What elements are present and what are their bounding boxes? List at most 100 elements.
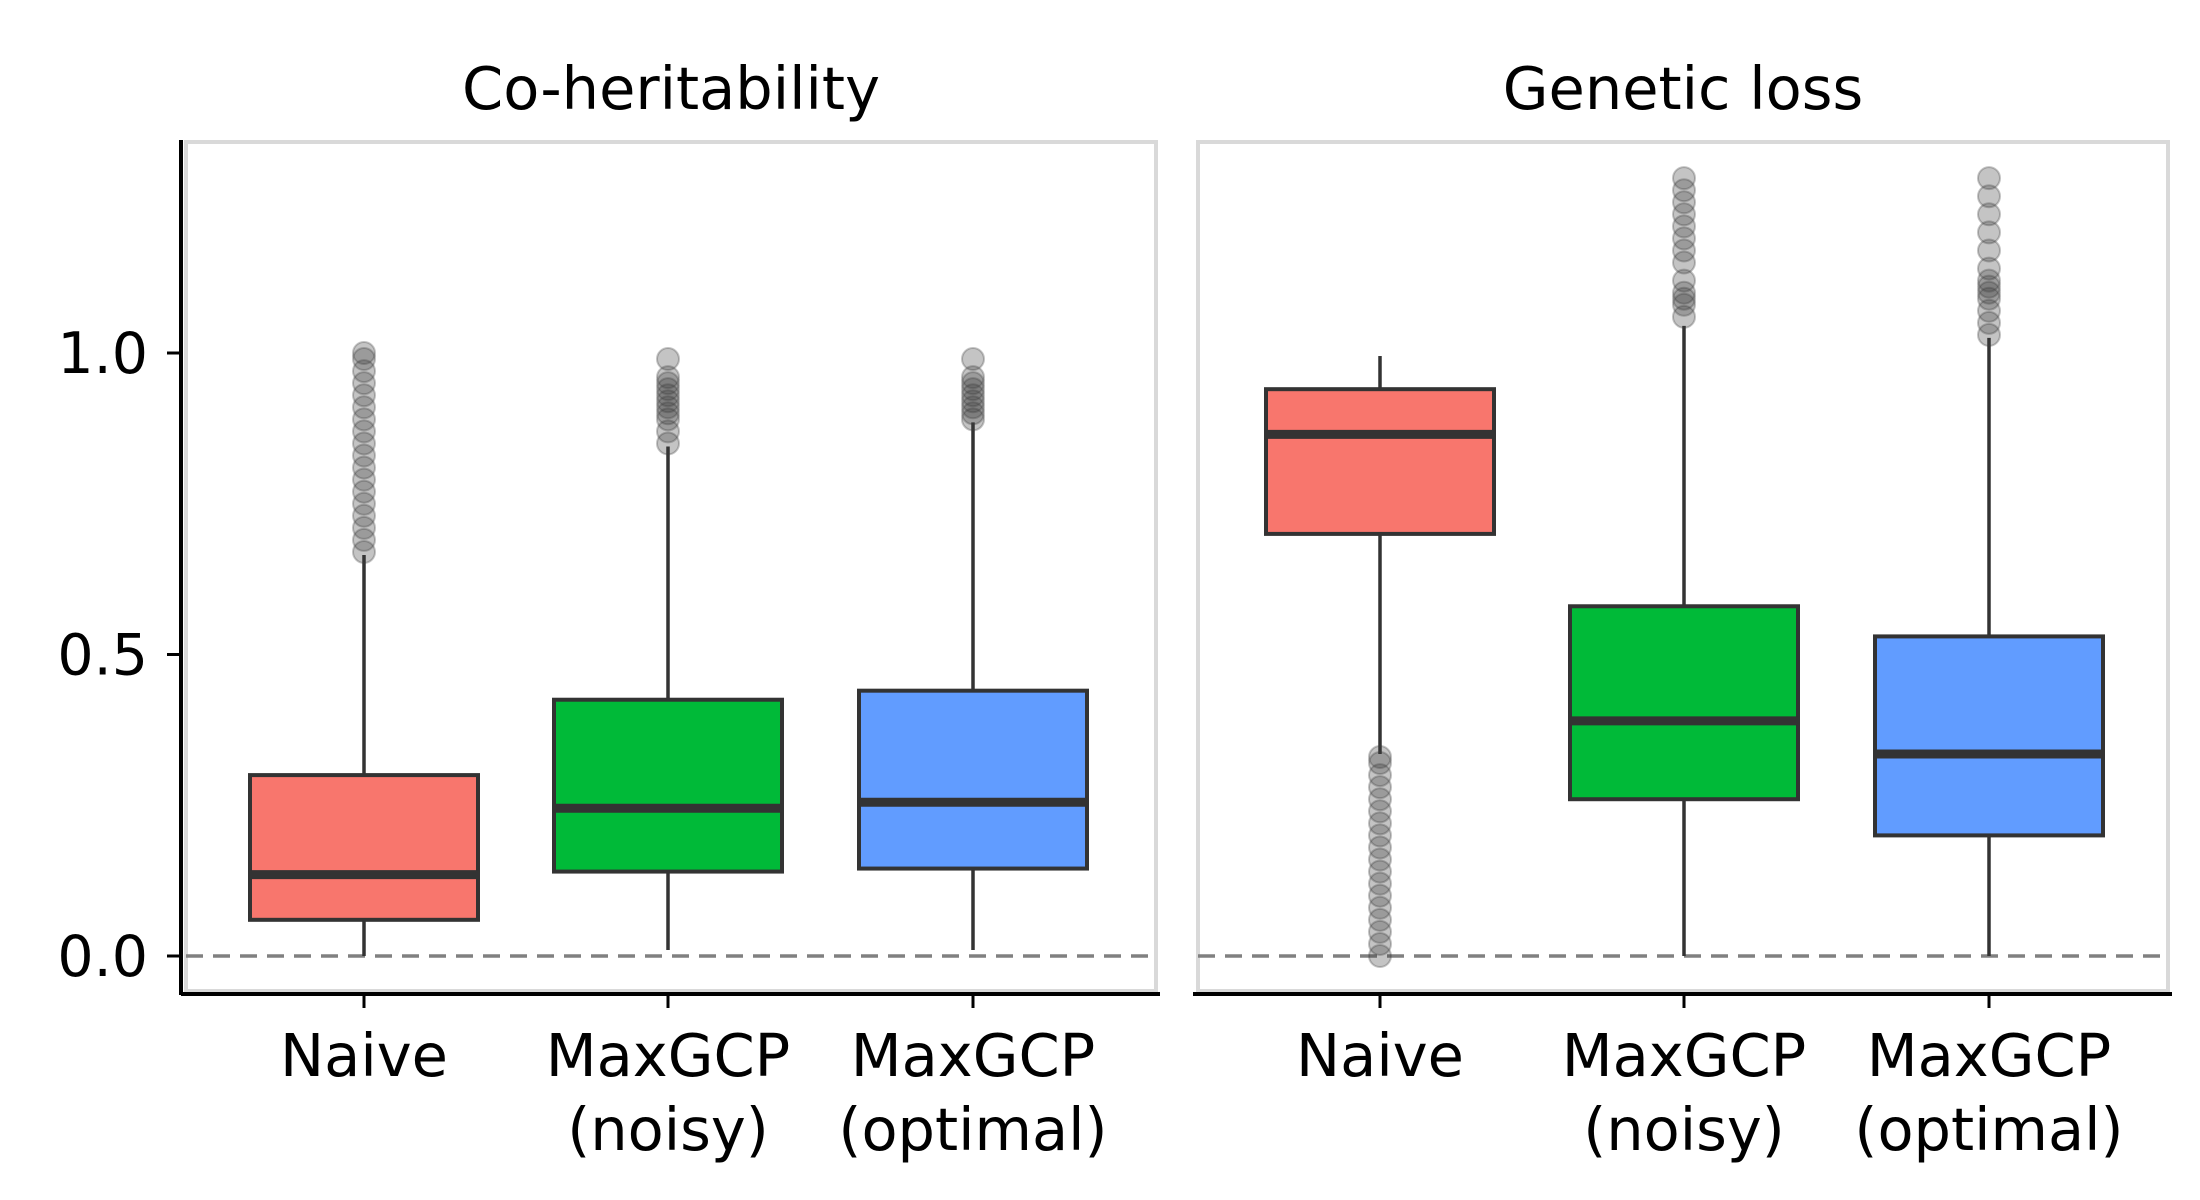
outlier-point	[352, 467, 376, 492]
outlier-point	[352, 503, 376, 528]
outlier-point	[352, 407, 376, 432]
outlier-point	[656, 407, 680, 432]
box-body	[248, 773, 480, 922]
outlier-point	[352, 347, 376, 372]
outlier-point	[1672, 178, 1696, 203]
box-2	[1873, 166, 2105, 956]
outlier-point	[1368, 847, 1392, 872]
outlier-point	[1977, 298, 2001, 323]
category-label-line1: MaxGCP	[1562, 1021, 1806, 1090]
outlier-point	[1368, 745, 1392, 770]
outlier-point	[1368, 931, 1392, 956]
outlier-point	[1368, 859, 1392, 884]
panel-frame	[1196, 140, 2170, 993]
panel-title: Co-heritability	[462, 54, 880, 123]
category-label-line2: (optimal)	[1854, 1095, 2123, 1164]
outlier-point	[656, 365, 680, 390]
outlier-point	[1977, 310, 2001, 335]
box-body	[857, 688, 1089, 871]
outlier-point	[656, 371, 680, 396]
box-body	[552, 697, 784, 874]
category-label-line1: MaxGCP	[1867, 1021, 2111, 1090]
outlier-point	[656, 383, 680, 408]
outlier-point	[1977, 184, 2001, 209]
outlier-point	[656, 401, 680, 426]
y-tick-label: 0.0	[57, 924, 148, 990]
outlier-point	[1672, 190, 1696, 215]
outlier-point	[1977, 238, 2001, 263]
outlier-point	[1672, 214, 1696, 239]
outlier-point	[1368, 787, 1392, 812]
outlier-point	[961, 377, 985, 402]
outlier-point	[1977, 322, 2001, 347]
outlier-point	[352, 341, 376, 365]
outlier-point	[656, 347, 680, 372]
outlier-point	[352, 395, 376, 420]
outlier-point	[1368, 883, 1392, 908]
outlier-point	[352, 479, 376, 504]
category-label-line1: Naive	[280, 1021, 448, 1090]
panel-title: Genetic loss	[1503, 54, 1863, 123]
outlier-point	[1368, 895, 1392, 920]
outlier-point	[1672, 280, 1696, 305]
outlier-point	[1672, 238, 1696, 263]
y-tick-label: 1.0	[57, 321, 148, 387]
outlier-point	[1977, 202, 2001, 227]
outlier-point	[1368, 811, 1392, 836]
outlier-point	[352, 491, 376, 516]
outlier-point	[1672, 304, 1696, 329]
outlier-point	[961, 407, 985, 432]
outlier-point	[656, 395, 680, 420]
box-1	[552, 347, 784, 950]
box-body	[1873, 634, 2105, 838]
outlier-point	[1977, 256, 2001, 281]
outlier-point	[352, 527, 376, 552]
category-label-line2: (optimal)	[838, 1095, 1107, 1164]
box-body	[1568, 604, 1800, 802]
outlier-point	[1977, 220, 2001, 245]
outlier-point	[352, 383, 376, 408]
outlier-point	[961, 401, 985, 426]
outlier-point	[1368, 763, 1392, 788]
box-1	[1568, 166, 1800, 956]
outlier-point	[1368, 799, 1392, 824]
outlier-point	[961, 383, 985, 408]
outlier-point	[961, 371, 985, 396]
box-2	[857, 347, 1089, 950]
outlier-point	[1368, 871, 1392, 896]
outlier-point	[1672, 292, 1696, 317]
outlier-point	[1672, 268, 1696, 293]
outlier-point	[1368, 775, 1392, 800]
box-0	[248, 341, 480, 956]
outlier-point	[1672, 166, 1696, 191]
outlier-point	[961, 389, 985, 414]
outlier-point	[1368, 907, 1392, 932]
box-0	[1264, 356, 1496, 968]
outlier-point	[1672, 226, 1696, 251]
outlier-point	[352, 371, 376, 396]
y-axis: 0.0 0.5 1.0	[57, 140, 183, 995]
outlier-point	[656, 431, 680, 456]
outlier-point	[1368, 823, 1392, 848]
outlier-point	[352, 515, 376, 540]
outlier-point	[1368, 944, 1392, 968]
outlier-point	[1672, 286, 1696, 311]
outlier-point	[352, 455, 376, 480]
outlier-point	[352, 359, 376, 384]
outlier-point	[1368, 919, 1392, 944]
category-label-line1: MaxGCP	[546, 1021, 790, 1090]
box-body	[1264, 387, 1496, 536]
outlier-point	[961, 395, 985, 420]
outlier-point	[656, 419, 680, 444]
outlier-point	[1977, 268, 2001, 293]
outlier-point	[1368, 835, 1392, 860]
outlier-point	[656, 377, 680, 402]
outlier-point	[1977, 166, 2001, 191]
category-label-line1: Naive	[1296, 1021, 1464, 1090]
y-tick-label: 0.5	[57, 623, 148, 689]
outlier-point	[961, 365, 985, 390]
outlier-point	[352, 539, 376, 564]
